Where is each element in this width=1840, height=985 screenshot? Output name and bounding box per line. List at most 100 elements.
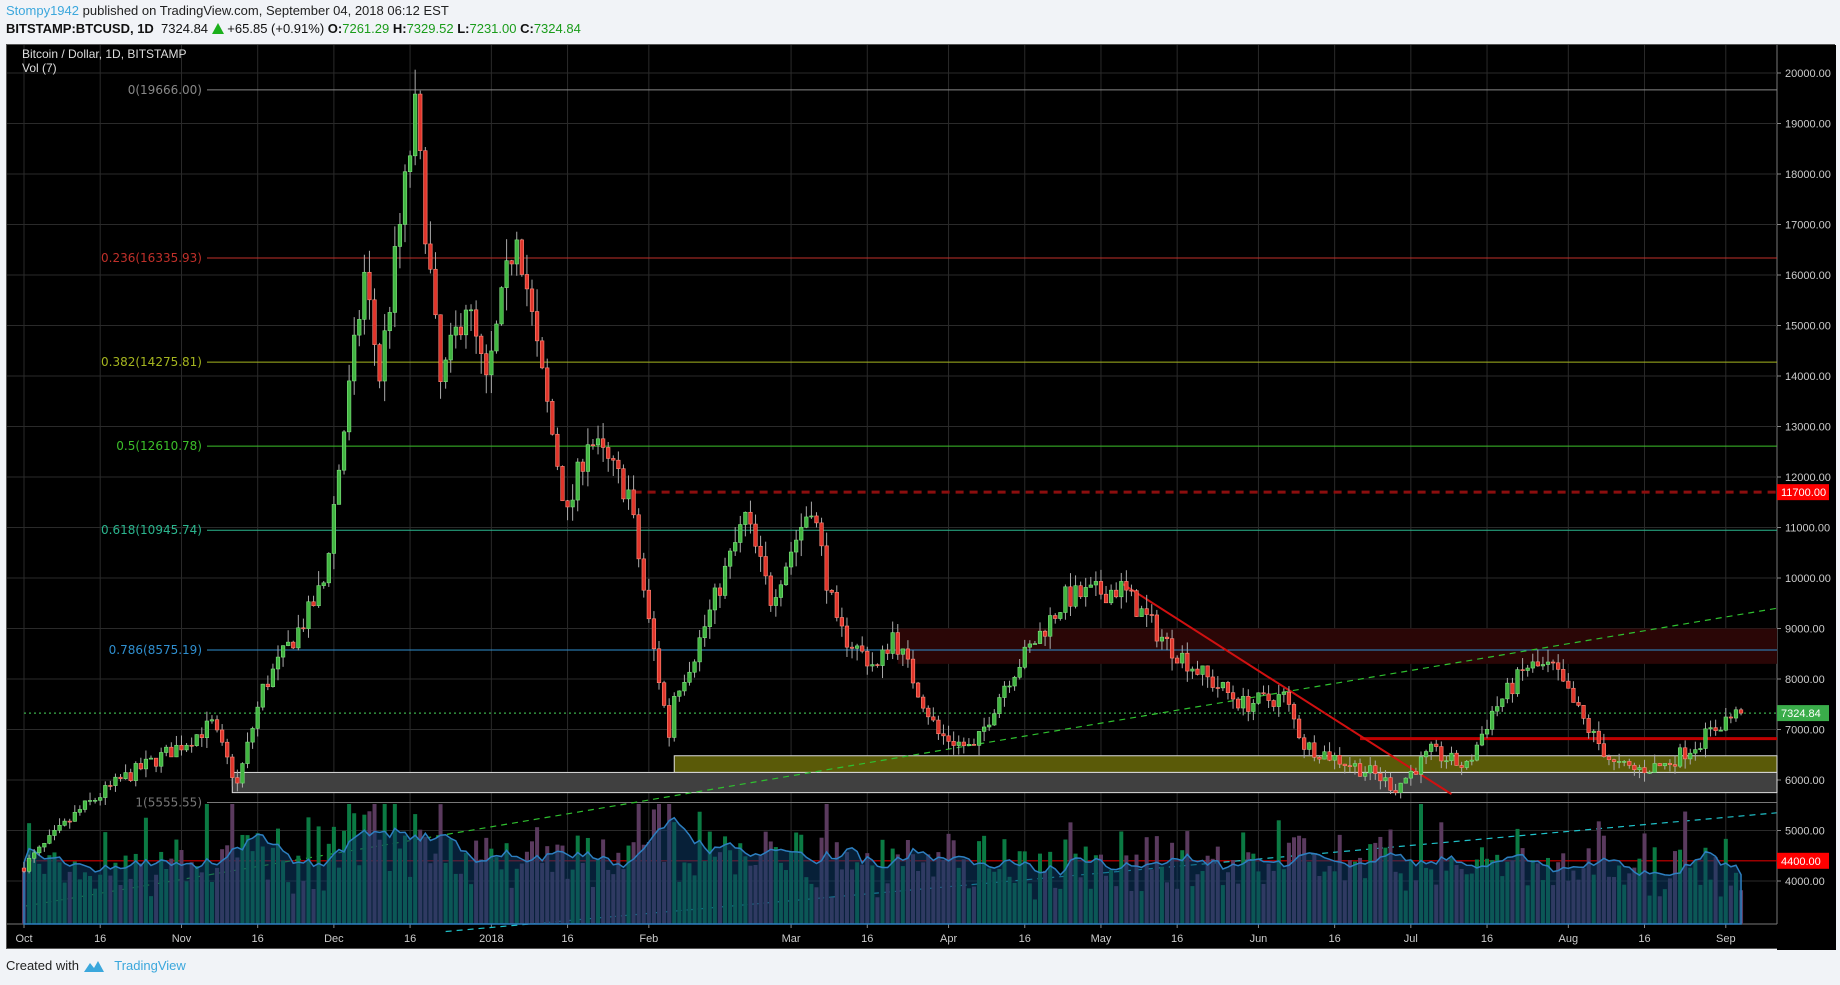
candle [103, 785, 108, 798]
candle [1667, 763, 1673, 765]
candle [1495, 706, 1500, 712]
candle [1266, 693, 1271, 701]
candle [245, 741, 250, 764]
candle [275, 656, 281, 670]
fib-level-label: 0.618(10945.74) [101, 523, 202, 537]
candle [407, 155, 413, 173]
candle [214, 719, 220, 731]
time-tick-label: 16 [561, 933, 573, 945]
candle [1119, 581, 1124, 598]
candle [575, 461, 580, 501]
candle [1337, 755, 1342, 765]
candle [1032, 643, 1038, 645]
time-tick-label: Mar [782, 933, 801, 945]
candle [1728, 716, 1733, 719]
candle [794, 539, 799, 553]
candle [1200, 665, 1205, 675]
candle [682, 682, 687, 692]
candle [1220, 682, 1225, 689]
candle [733, 542, 738, 552]
candle [1733, 709, 1739, 719]
candle [728, 550, 733, 567]
created-with-text: Created with [6, 958, 79, 973]
candle [936, 719, 941, 735]
candle [905, 648, 911, 660]
price-tick-label: 9000.00 [1785, 624, 1825, 636]
candle [153, 757, 159, 767]
candle [773, 597, 778, 606]
candle [1363, 772, 1368, 777]
candle [1271, 700, 1276, 707]
candle [712, 587, 717, 611]
candle [545, 367, 550, 402]
candle [270, 668, 276, 687]
candle [1490, 710, 1495, 730]
candle [1535, 661, 1540, 667]
price-label-badge [1777, 705, 1829, 722]
publish-text: published on TradingView.com, September … [82, 3, 449, 18]
fib-level-label: 0.5(12610.78) [116, 439, 202, 453]
candle [1017, 666, 1022, 678]
candle [402, 171, 408, 225]
candle [1622, 761, 1627, 763]
candle [98, 797, 103, 801]
candle [1109, 589, 1114, 604]
candle [1134, 590, 1139, 617]
tradingview-link[interactable]: TradingView [114, 958, 186, 973]
candle [1454, 752, 1459, 766]
candle [199, 734, 204, 738]
candle [382, 330, 387, 382]
candle [849, 646, 855, 649]
candle [367, 271, 372, 301]
candle [550, 401, 555, 435]
candle [1566, 680, 1571, 689]
candle [982, 726, 987, 732]
candle [1586, 718, 1591, 733]
candle [1022, 646, 1027, 668]
candle [448, 334, 453, 361]
candle [341, 431, 347, 471]
candle [809, 515, 814, 518]
low-value: 7231.00 [469, 21, 517, 36]
candle [32, 852, 37, 859]
candle [1738, 709, 1744, 714]
candle [1180, 652, 1185, 664]
candle [834, 592, 839, 618]
candle [413, 93, 418, 157]
candle [458, 326, 463, 336]
price-chart[interactable]: 4000.00 5000.00 6000.00 7000.00 8000.00 9000.… [7, 45, 1836, 950]
author-link[interactable]: Stompy1942 [6, 3, 79, 18]
candle [1317, 757, 1322, 760]
time-tick-label: Apr [940, 933, 957, 945]
candle [1393, 790, 1398, 793]
candle [1149, 614, 1154, 616]
candle [21, 867, 27, 872]
candle [590, 444, 596, 447]
candle [1647, 772, 1652, 774]
candle [1505, 682, 1510, 700]
candle [306, 601, 311, 629]
time-tick-label: 16 [252, 933, 264, 945]
candle [438, 314, 443, 382]
candle [1657, 763, 1662, 767]
candle [336, 469, 342, 505]
candle [387, 312, 392, 332]
chart-panel[interactable]: 4000.00 5000.00 6000.00 7000.00 8000.00 9000.… [6, 44, 1836, 950]
candle [82, 800, 88, 810]
candle [316, 585, 321, 607]
candle [1093, 581, 1098, 586]
candle [1205, 665, 1210, 678]
fib-level-label: 0.236(16335.93) [101, 251, 202, 265]
price-tick-label: 13000.00 [1785, 422, 1831, 434]
candle [1144, 608, 1149, 615]
candle [1571, 687, 1576, 703]
candle [1058, 612, 1063, 619]
candle [1459, 765, 1464, 768]
candle [1601, 743, 1606, 757]
candle [230, 756, 235, 778]
candle [956, 741, 961, 746]
candle [966, 744, 971, 746]
candle [1403, 777, 1408, 784]
candle [1063, 586, 1068, 613]
candle [1525, 667, 1530, 671]
